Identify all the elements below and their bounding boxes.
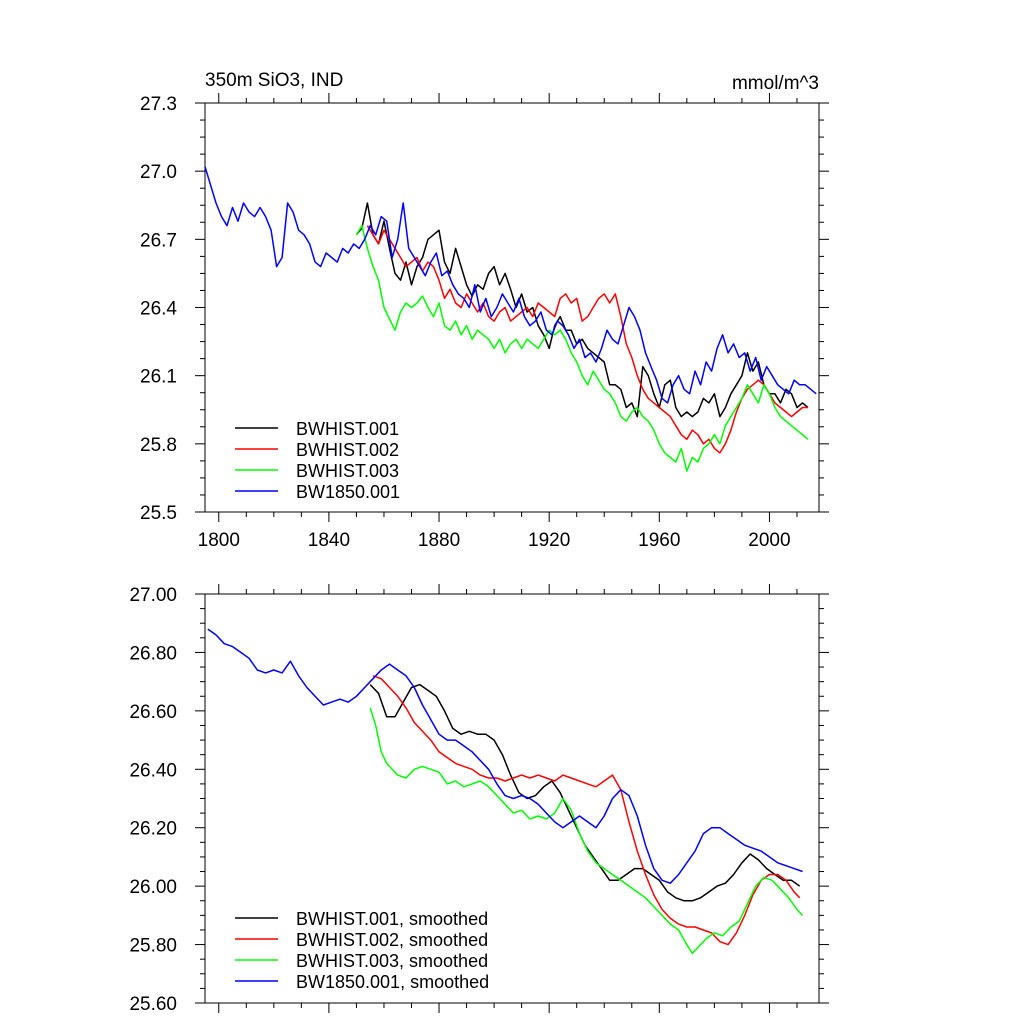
legend-label-2: BWHIST.002 <box>296 440 399 460</box>
series-line-1 <box>369 683 801 902</box>
y-tick-label: 26.40 <box>129 760 177 781</box>
y-tick-label: 27.3 <box>140 94 177 115</box>
y-tick-label: 25.8 <box>140 435 177 456</box>
x-tick-label: 1960 <box>638 530 680 551</box>
x-tick-label: 1800 <box>198 530 240 551</box>
panel-2: 25.60 25.80 26.00 26.20 26.40 26.60 26.80 27.00… <box>129 584 829 1015</box>
y-tick-label: 26.1 <box>140 367 177 388</box>
legend-label-1: BWHIST.001, smoothed <box>296 909 488 929</box>
panel-1: 1800 1840 1880 1920 1960 2000 25.5 25.8 26.1 26.4… <box>140 70 829 551</box>
chart-units: mmol/m^3 <box>732 73 819 94</box>
y-tick-label: 27.00 <box>129 585 177 606</box>
legend-label-3: BWHIST.003 <box>296 461 399 481</box>
series-line-3 <box>355 224 809 472</box>
series-line-1 <box>355 202 809 418</box>
y-tick-label: 25.5 <box>140 503 177 524</box>
y-tick-label: 26.20 <box>129 819 177 840</box>
legend-label-4: BW1850.001 <box>296 482 400 502</box>
series-line-4 <box>207 628 803 884</box>
series-line-4 <box>204 166 817 404</box>
y-tick-label: 26.80 <box>129 643 177 664</box>
y-tick-label: 26.7 <box>140 230 177 251</box>
legend-label-3: BWHIST.003, smoothed <box>296 951 488 971</box>
series-line-2 <box>366 225 808 454</box>
legend-label-2: BWHIST.002, smoothed <box>296 930 488 950</box>
legend-label-4: BW1850.001, smoothed <box>296 972 489 992</box>
y-tick-label: 25.60 <box>129 994 177 1015</box>
y-tick-label: 25.80 <box>129 936 177 957</box>
legend-label-1: BWHIST.001 <box>296 419 399 439</box>
chart-title: 350m SiO3, IND <box>205 70 343 91</box>
x-tick-label: 1880 <box>418 530 460 551</box>
y-tick-label: 26.00 <box>129 877 177 898</box>
x-tick-label: 1920 <box>528 530 570 551</box>
series-line-2 <box>372 675 801 946</box>
y-tick-label: 26.60 <box>129 702 177 723</box>
y-tick-label: 27.0 <box>140 162 177 183</box>
series-line-3 <box>369 707 804 955</box>
y-tick-label: 26.4 <box>140 299 177 320</box>
x-tick-label: 1840 <box>308 530 350 551</box>
x-tick-label: 2000 <box>748 530 790 551</box>
